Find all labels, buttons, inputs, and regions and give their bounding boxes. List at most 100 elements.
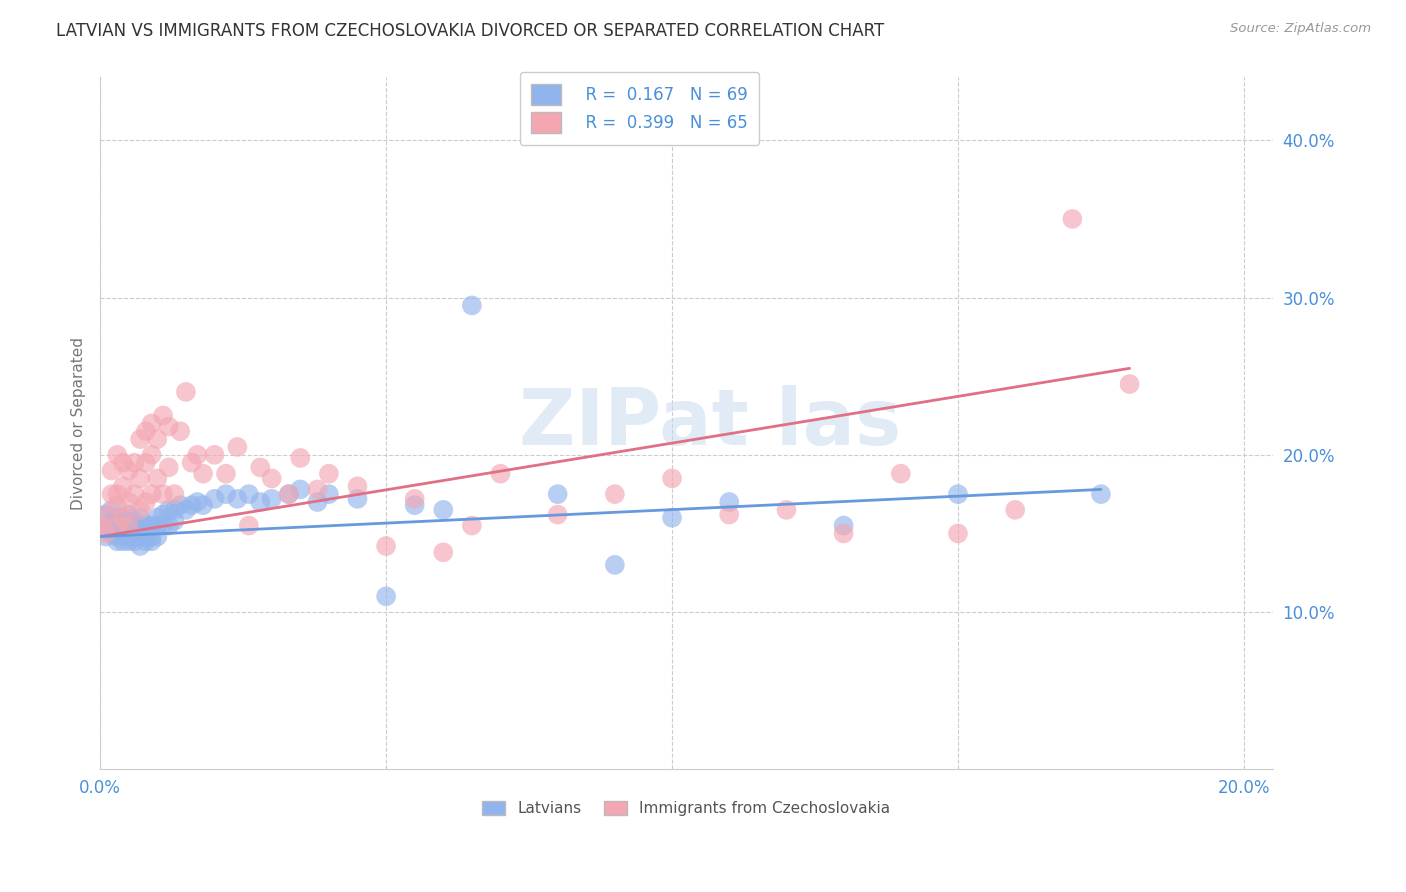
Point (141, 448, 163, 462)
Point (307, 495, 329, 509)
Point (111, 510, 134, 524)
Point (118, 464, 141, 478)
Point (238, 487, 260, 501)
Point (157, 503, 180, 517)
Point (290, 483, 312, 497)
Point (94, 508, 117, 522)
Point (141, 487, 163, 501)
Point (118, 530, 141, 544)
Point (946, 526, 969, 541)
Point (141, 518, 163, 533)
Point (1062, 211, 1084, 226)
Point (135, 424, 157, 438)
Point (146, 530, 169, 544)
Point (124, 514, 146, 528)
Point (111, 479, 134, 493)
Point (1118, 377, 1140, 392)
Point (1004, 503, 1026, 517)
Point (89, 518, 111, 533)
Point (1090, 487, 1112, 501)
Point (124, 530, 146, 544)
Text: Source: ZipAtlas.com: Source: ZipAtlas.com (1230, 22, 1371, 36)
Point (603, 487, 626, 501)
Point (404, 498, 426, 512)
Point (152, 487, 174, 501)
Point (432, 503, 454, 517)
Point (169, 498, 191, 512)
Point (146, 518, 169, 533)
Point (152, 508, 174, 522)
Point (461, 298, 484, 312)
Point (118, 508, 141, 522)
Point (163, 503, 186, 517)
Point (547, 508, 569, 522)
Point (124, 534, 146, 549)
Point (249, 495, 271, 509)
Point (775, 503, 797, 517)
Point (105, 498, 128, 512)
Point (118, 518, 141, 533)
Point (129, 432, 152, 446)
Point (100, 503, 122, 517)
Point (111, 456, 134, 470)
Point (124, 487, 146, 501)
Point (375, 539, 398, 553)
Point (432, 545, 454, 559)
Point (100, 526, 122, 541)
Point (152, 409, 174, 423)
Point (111, 534, 134, 549)
Point (404, 491, 426, 506)
Point (141, 530, 163, 544)
Point (135, 534, 157, 549)
Point (318, 467, 340, 481)
Point (141, 534, 163, 549)
Point (174, 503, 197, 517)
Point (277, 487, 299, 501)
Point (100, 464, 122, 478)
Point (94, 530, 117, 544)
Point (157, 518, 180, 533)
Point (124, 524, 146, 538)
Point (157, 419, 180, 434)
Point (204, 448, 226, 462)
Point (180, 498, 202, 512)
Point (661, 471, 683, 485)
Point (146, 510, 169, 524)
Point (157, 460, 180, 475)
Point (94, 526, 117, 541)
Point (105, 534, 128, 549)
Point (100, 514, 122, 528)
Point (163, 514, 186, 528)
Point (118, 534, 141, 549)
Point (141, 417, 163, 431)
Point (135, 495, 157, 509)
Point (346, 479, 368, 493)
Point (174, 384, 197, 399)
Point (89, 518, 111, 533)
Point (547, 487, 569, 501)
Point (129, 510, 152, 524)
Point (890, 467, 912, 481)
Point (135, 456, 157, 470)
Point (146, 471, 169, 485)
Point (94, 508, 117, 522)
Point (135, 518, 157, 533)
Point (129, 518, 152, 533)
Point (318, 487, 340, 501)
Point (603, 558, 626, 572)
Point (832, 526, 855, 541)
Point (226, 491, 249, 506)
Point (260, 491, 283, 506)
Point (191, 467, 214, 481)
Point (375, 590, 398, 604)
Point (163, 487, 186, 501)
Point (169, 424, 191, 438)
Point (180, 456, 202, 470)
Point (105, 448, 128, 462)
Point (118, 495, 141, 509)
Point (129, 503, 152, 517)
Point (226, 440, 249, 454)
Point (100, 487, 122, 501)
Point (489, 467, 512, 481)
Point (105, 530, 128, 544)
